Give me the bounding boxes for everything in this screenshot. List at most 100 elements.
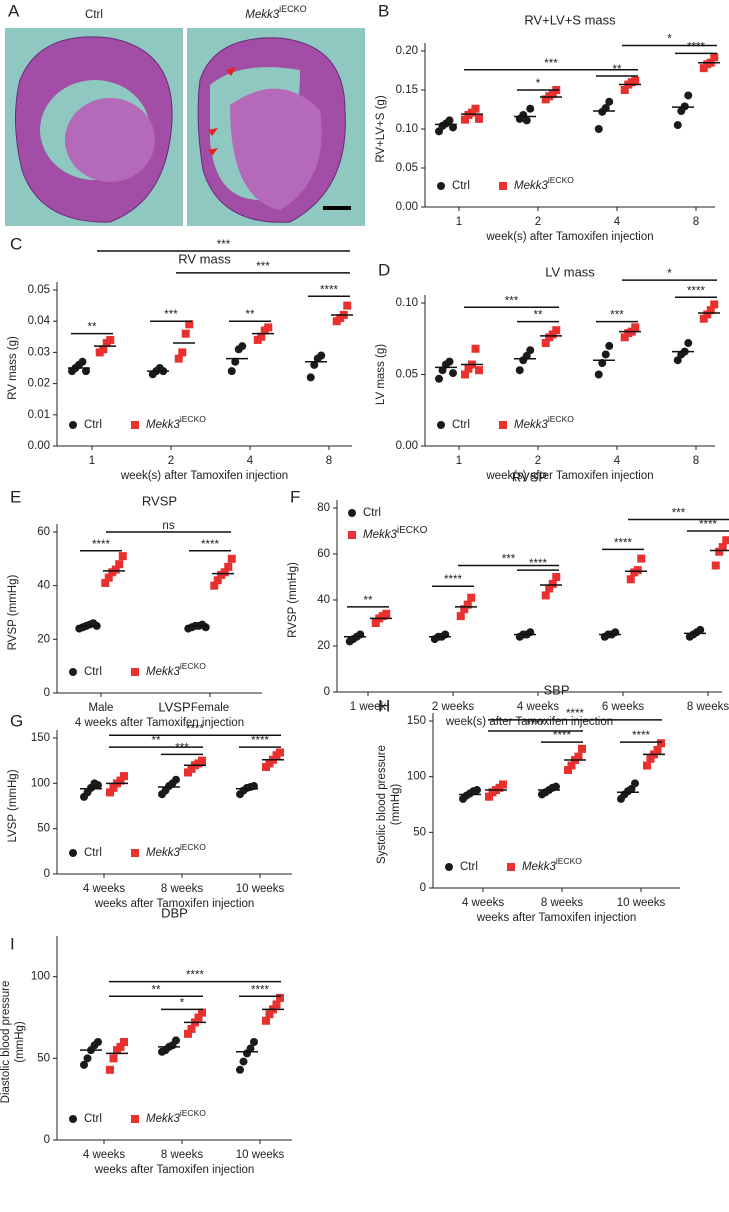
legend-name: Ctrl	[84, 666, 102, 678]
y-tick-label: 0.05	[28, 284, 50, 296]
data-point	[262, 1016, 270, 1025]
y-axis-title-line: Systolic blood pressure	[376, 745, 388, 864]
panel-letter: H	[378, 696, 390, 715]
data-point	[631, 323, 640, 332]
legend-marker	[131, 668, 139, 676]
data-point	[449, 369, 457, 378]
data-point	[80, 1060, 88, 1069]
significance-label: ****	[92, 539, 110, 551]
legend-name: Mekk3	[514, 419, 548, 431]
panel-letter: F	[290, 487, 300, 506]
legend-marker	[69, 668, 77, 676]
x-axis-title: week(s) after Tamoxifen injection	[485, 231, 653, 243]
y-tick-label: 0.05	[396, 369, 418, 381]
legend-superscript: iECKO	[180, 661, 206, 671]
x-axis-title: weeks after Tamoxifen injection	[94, 1164, 255, 1176]
x-axis-title: week(s) after Tamoxifen injection	[485, 470, 653, 482]
y-tick-label: 80	[317, 502, 330, 514]
data-point	[106, 788, 114, 797]
panel-letter: A	[8, 1, 20, 20]
x-tick-label: 2	[535, 455, 541, 467]
chart-title: LV mass	[545, 264, 595, 279]
x-tick-label: 4	[614, 455, 621, 467]
legend-marker	[445, 863, 453, 871]
significance-label: ****	[687, 41, 705, 53]
significance-label: **	[152, 984, 161, 996]
legend-label: Mekk3iECKO	[146, 661, 206, 678]
chart-title: RVSP	[142, 493, 177, 508]
x-axis-title: week(s) after Tamoxifen injection	[120, 470, 288, 482]
data-point	[250, 1038, 258, 1046]
data-point	[522, 351, 531, 360]
legend-name: Ctrl	[452, 180, 470, 192]
y-tick-label: 0	[44, 868, 50, 880]
data-point	[181, 329, 190, 338]
significance-label: *	[180, 997, 185, 1009]
legend-name: Mekk3	[146, 666, 180, 678]
legend-marker	[69, 849, 77, 857]
y-tick-label: 0.10	[396, 297, 418, 309]
data-point	[118, 552, 127, 561]
data-point	[605, 341, 614, 350]
y-tick-label: 0	[44, 1134, 50, 1146]
data-point	[475, 366, 483, 375]
chart-title: SBP	[543, 682, 569, 697]
data-point	[620, 86, 629, 94]
data-point	[620, 333, 629, 342]
data-point	[643, 761, 651, 770]
panel-a: A Ctrl Mekk3iECKO	[5, 1, 365, 226]
significance-label: ns	[162, 520, 174, 532]
data-point	[438, 366, 447, 375]
data-point	[238, 342, 247, 351]
data-point	[475, 114, 483, 123]
data-point	[578, 744, 586, 753]
y-tick-label: 0	[324, 686, 330, 698]
x-tick-label: 8	[326, 455, 332, 467]
legend-label: Ctrl	[84, 847, 102, 859]
x-tick-label: 10 weeks	[236, 883, 285, 895]
data-point	[710, 300, 719, 309]
significance-label: ***	[256, 261, 270, 273]
significance-label: ****	[251, 984, 269, 996]
data-point	[461, 370, 469, 379]
y-tick-label: 60	[37, 526, 50, 538]
chart-panel: F RVSP 0 20 40 60 80 RVSP (mmHg) 1 week 2 weeks 4 …	[287, 469, 729, 728]
significance-label: ****	[553, 730, 571, 742]
data-point	[680, 102, 689, 111]
data-point	[626, 575, 635, 584]
legend-marker	[69, 421, 77, 429]
x-tick-label: 8 weeks	[541, 897, 583, 909]
y-tick-label: 0.03	[28, 346, 50, 358]
data-point	[99, 345, 108, 354]
legend-name: Ctrl	[452, 419, 470, 431]
data-point	[564, 765, 572, 774]
label-superscript: iECKO	[279, 4, 307, 14]
y-axis-title: RVSP (mmHg)	[7, 575, 19, 651]
legend-name: Ctrl	[84, 1113, 102, 1125]
chart-panel: H SBP 0 50 100 150 Systolic blood pressure (mmH…	[376, 682, 680, 924]
data-point	[220, 568, 229, 577]
significance-label: *	[667, 34, 672, 46]
panel-letter: B	[378, 1, 389, 20]
data-point	[526, 104, 535, 113]
data-point	[515, 366, 524, 375]
data-point	[94, 1038, 102, 1046]
y-tick-label: 50	[37, 823, 50, 835]
data-point	[722, 536, 729, 545]
legend-label: Mekk3iECKO	[363, 525, 428, 541]
y-tick-label: 50	[37, 1052, 50, 1064]
data-point	[257, 332, 266, 341]
data-point	[435, 374, 443, 383]
data-point	[109, 783, 118, 792]
legend-name: Mekk3	[146, 419, 180, 431]
y-axis-title: RVSP (mmHg)	[287, 562, 299, 638]
data-point	[172, 1036, 180, 1045]
data-point	[83, 1054, 92, 1063]
significance-label: **	[152, 735, 161, 747]
legend-name: Ctrl	[460, 861, 478, 873]
data-point	[343, 301, 352, 310]
significance-label: ****	[251, 735, 269, 747]
data-point	[382, 609, 391, 618]
data-point	[526, 346, 535, 355]
y-axis-title-line: RV+LV+S (g)	[375, 95, 387, 163]
